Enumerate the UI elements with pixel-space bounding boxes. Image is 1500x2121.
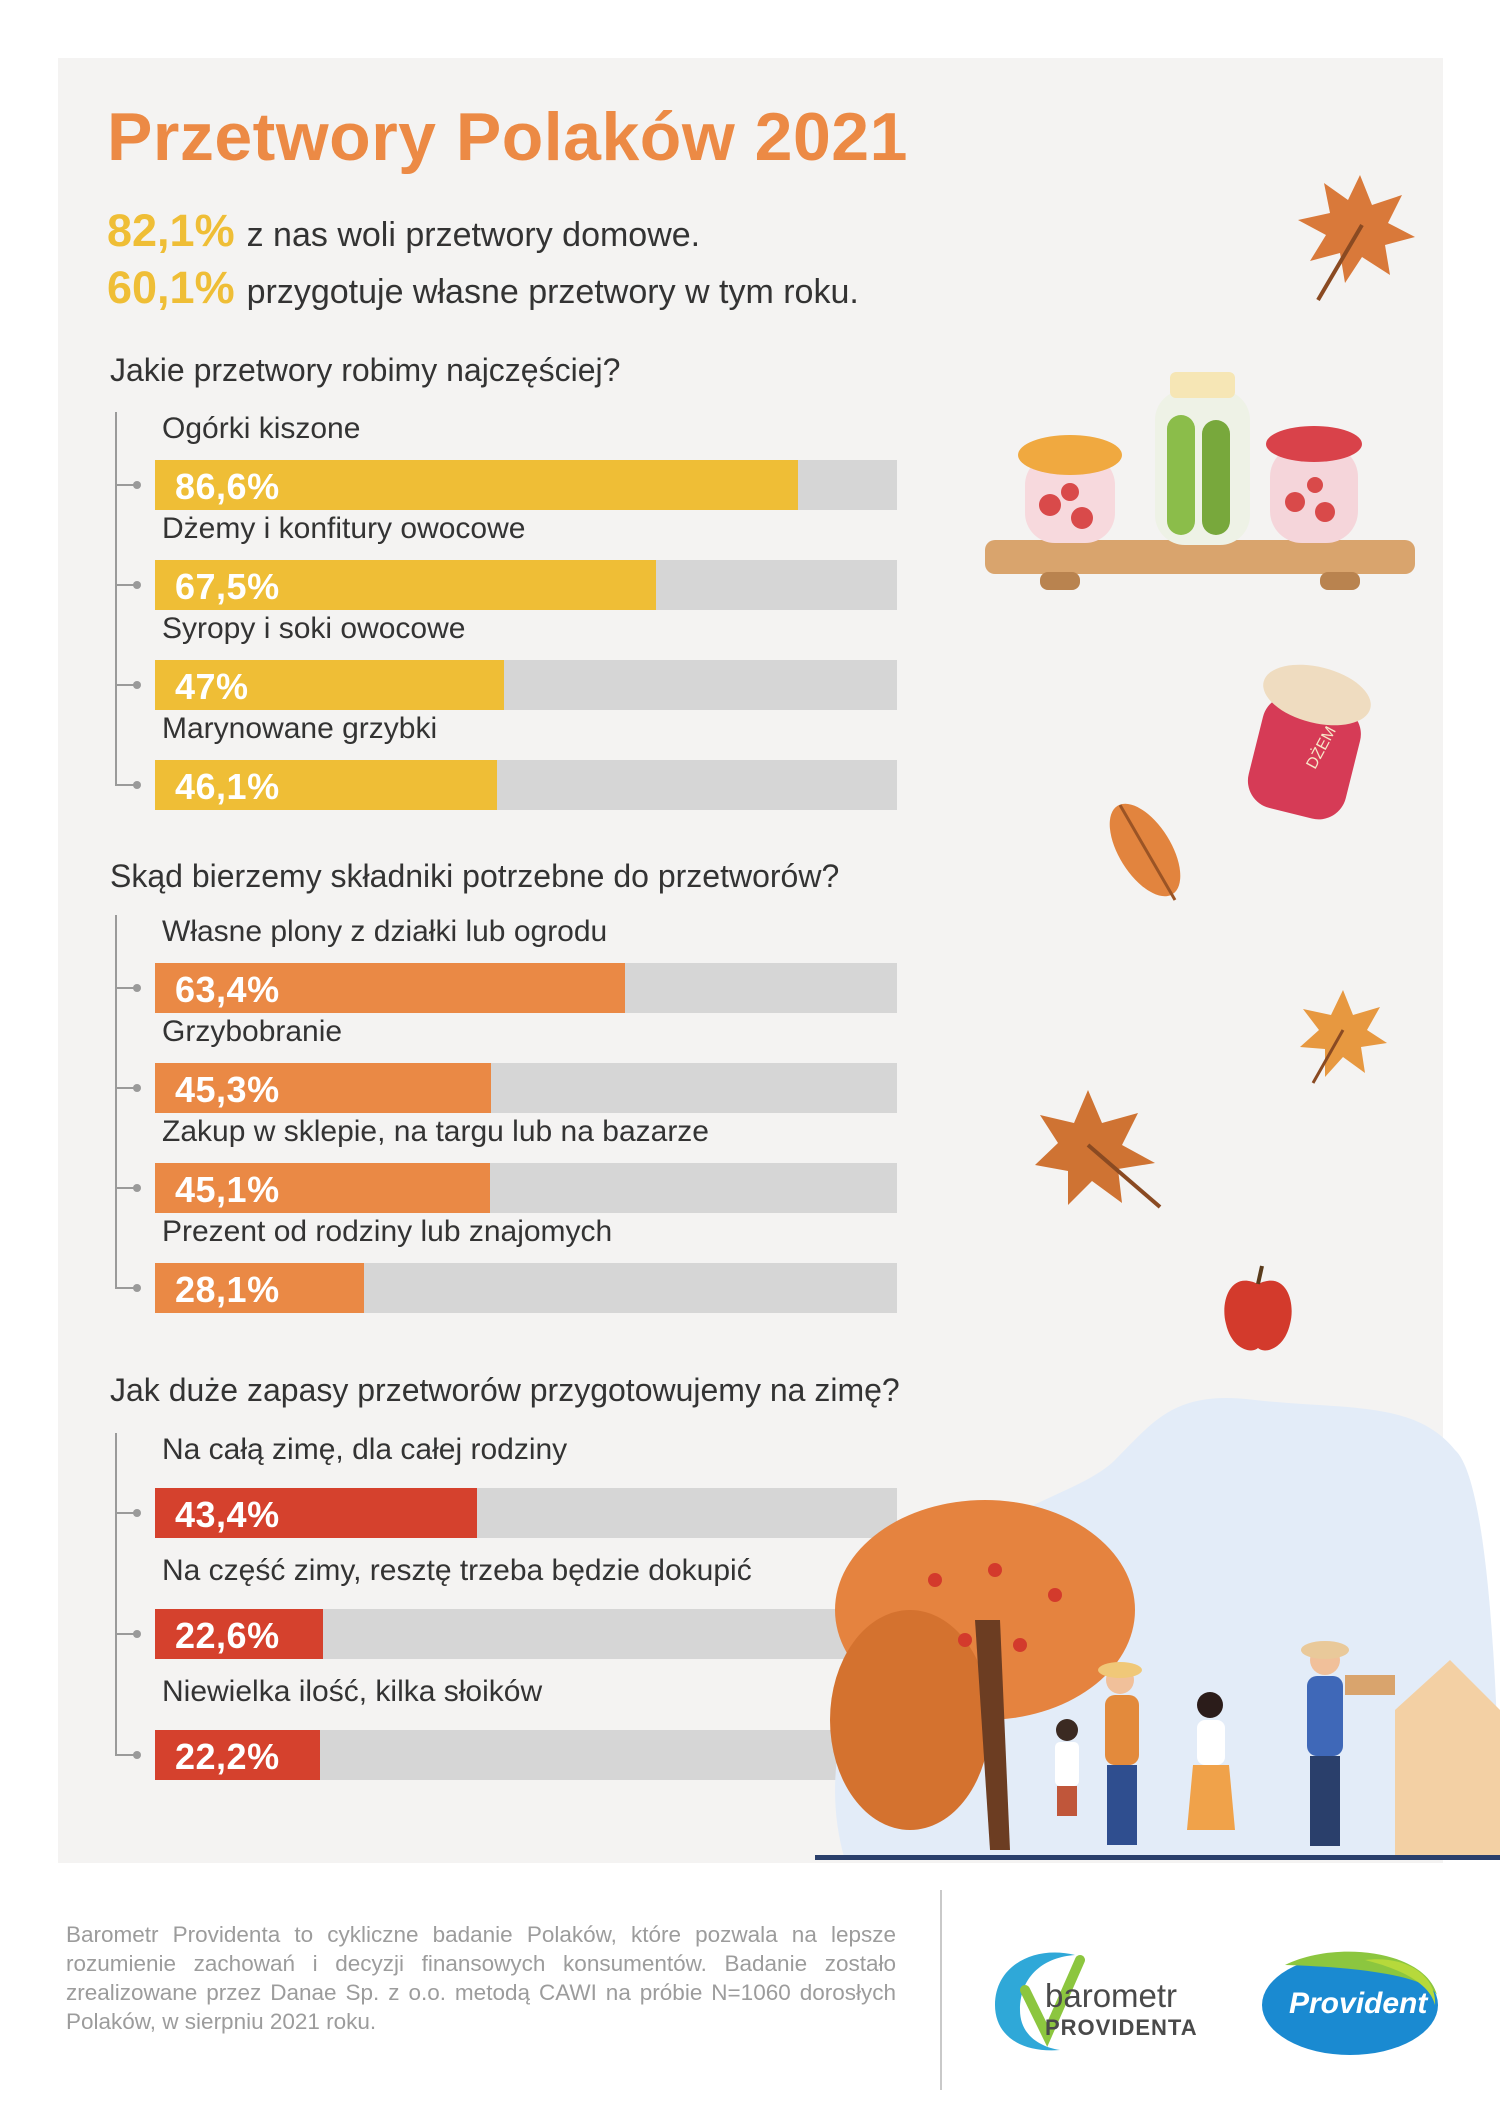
bar-track: 45,1% [155,1163,897,1213]
bar-track: 45,3% [155,1063,897,1113]
intro-percent-1: 82,1% [107,205,235,256]
intro-line-2: 60,1% przygotuje własne przetwory w tym r… [107,262,859,314]
bar-fill [155,1488,478,1538]
bar-category-label: Prezent od rodziny lub znajomych [162,1215,613,1248]
bar-category-label: Dżemy i konfitury owocowe [162,512,526,545]
bar-track: 67,5% [155,560,897,610]
bar-category-label: Grzybobranie [162,1015,343,1048]
bar-value-label: 86,6% [175,466,280,507]
bracket-tick [115,1284,141,1292]
bracket-tick [115,781,141,789]
question-3: Jak duże zapasy przetworów przygotowujem… [110,1372,900,1408]
apple-icon [1224,1265,1292,1351]
autumn-leaf-icon [1298,175,1415,302]
bracket-line [115,1433,117,1755]
autumn-leaf-icon [1035,1090,1162,1209]
intro-percent-2: 60,1% [107,262,235,313]
bar-fill [155,760,498,810]
harvest-scene-illustration [815,1398,1500,1860]
bar-track: 28,1% [155,1263,897,1313]
bar-value-label: 28,1% [175,1269,280,1310]
provident-logo-text: Provident [1289,1987,1428,2020]
bracket-line [115,412,117,785]
intro-text-2: przygotuje własne przetwory w tym roku. [246,273,859,311]
bar-category-label: Syropy i soki owocowe [162,612,466,645]
bracket-line [115,915,117,1288]
bar-category-label: Zakup w sklepie, na targu lub na bazarze [162,1115,709,1148]
provident-logo: Provident [1255,1945,1445,2065]
autumn-leaf-icon [1300,990,1387,1084]
bracket-tick [115,1509,141,1517]
preserve-jars-shelf-icon [985,372,1415,590]
bar-value-label: 46,1% [175,766,280,807]
bar-value-label: 45,3% [175,1069,280,1110]
bar-fill [155,1263,364,1313]
bracket-tick [115,1084,141,1092]
page-title: Przetwory Polaków 2021 [107,99,908,175]
jam-jar-icon: DŻEM [1247,664,1371,820]
bar-fill [155,660,504,710]
bar-fill [155,1063,492,1113]
bar-fill [155,560,656,610]
bar-track: 63,4% [155,963,897,1013]
bar-track: 43,4% [155,1488,897,1538]
bar-fill [155,1609,323,1659]
bar-category-label: Na całą zimę, dla całej rodziny [162,1433,568,1466]
bar-value-label: 22,6% [175,1615,280,1656]
footer-divider [940,1890,942,2090]
bar-category-label: Własne plony z działki lub ogrodu [162,915,608,948]
bar-fill [155,963,626,1013]
bar-track: 86,6% [155,460,897,510]
bar-value-label: 63,4% [175,969,280,1010]
barometr-logo-line2: PROVIDENTA [1045,2015,1198,2040]
provident-shape-icon [1262,1951,1438,2055]
bar-value-label: 45,1% [175,1169,280,1210]
barometr-swoosh-icon [995,1952,1085,2051]
bracket-tick [115,1184,141,1192]
bar-group-preserve-types: Ogórki kiszone 86,6% Dżemy i konfitury owo… [105,412,905,812]
bar-value-label: 22,2% [175,1736,280,1777]
bar-value-label: 67,5% [175,566,280,607]
question-1: Jakie przetwory robimy najczęściej? [110,352,621,388]
bar-track: 22,2% [155,1730,897,1780]
intro-text-1: z nas woli przetwory domowe. [246,216,701,254]
bar-value-label: 43,4% [175,1494,280,1535]
autumn-leaf-icon [1109,803,1181,901]
bar-fill [155,1163,490,1213]
bracket-tick [115,1630,141,1638]
bar-category-label: Niewielka ilość, kilka słoików [162,1675,543,1708]
bar-track: 47% [155,660,897,710]
bar-track: 22,6% [155,1609,897,1659]
bracket-tick [115,984,141,992]
question-2: Skąd bierzemy składniki potrzebne do prz… [110,858,840,894]
bar-group-ingredient-sources: Własne plony z działki lub ogrodu 63,4% Gr… [105,915,905,1315]
bracket-tick [115,681,141,689]
bar-category-label: Na część zimy, resztę trzeba będzie doku… [162,1554,752,1587]
bracket-tick [115,481,141,489]
barometr-providenta-logo: barometr PROVIDENTA [985,1935,1225,2055]
bar-value-label: 47% [175,666,249,707]
barometr-logo-line1: barometr [1045,1977,1178,2014]
bracket-tick [115,581,141,589]
footer-description: Barometr Providenta to cykliczne badanie… [66,1922,896,2034]
bar-fill [155,460,798,510]
bar-category-label: Marynowane grzybki [162,712,438,745]
bar-track: 46,1% [155,760,897,810]
intro-line-1: 82,1% z nas woli przetwory domowe. [107,205,700,257]
bar-fill [155,1730,320,1780]
bar-group-winter-stock: Na całą zimę, dla całej rodziny 43,4% Na c… [105,1433,905,1813]
bar-category-label: Ogórki kiszone [162,412,361,445]
bracket-tick [115,1751,141,1759]
